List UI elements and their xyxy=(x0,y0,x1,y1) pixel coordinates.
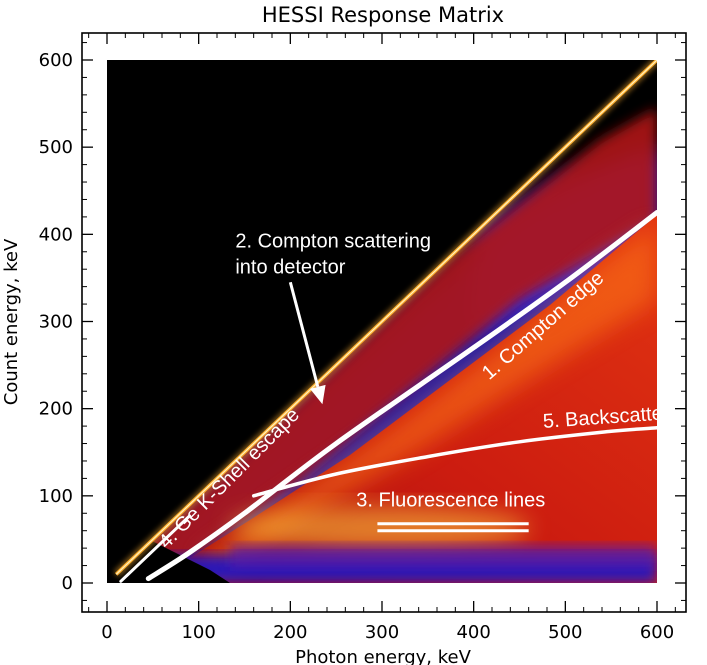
compton-edge-line xyxy=(145,210,657,582)
photopeak-diagonal-core xyxy=(115,60,657,575)
x-axis-label: Photon energy, keV xyxy=(295,647,471,665)
annotation-compton-scattering-1: 2. Compton scattering xyxy=(235,230,431,252)
fluorescence-glow xyxy=(230,506,530,550)
red-band-under-diagonal xyxy=(130,108,657,575)
y-tick-label: 600 xyxy=(39,50,73,71)
ge-escape-line xyxy=(119,514,191,583)
plot-frame xyxy=(81,32,687,613)
compton-continuum xyxy=(150,215,657,583)
annotation-fluorescence: 3. Fluorescence lines xyxy=(356,489,545,511)
x-tick-label: 0 xyxy=(101,622,112,643)
y-axis-label: Count energy, keV xyxy=(1,238,22,405)
chart-title: HESSI Response Matrix xyxy=(262,3,504,27)
y-tick-label: 300 xyxy=(39,312,73,333)
compton-edge-hot-zone xyxy=(200,225,657,575)
y-tick-label: 200 xyxy=(39,399,73,420)
x-tick-label: 200 xyxy=(273,622,307,643)
low-energy-purple-strip xyxy=(230,545,657,567)
x-tick-label: 500 xyxy=(548,622,582,643)
y-tick-label: 400 xyxy=(39,224,73,245)
y-tick-label: 100 xyxy=(39,486,73,507)
x-tick-label: 400 xyxy=(456,622,490,643)
x-tick-label: 600 xyxy=(640,622,674,643)
x-tick-label: 300 xyxy=(365,622,399,643)
annotation-compton-scattering-2: into detector xyxy=(235,257,345,279)
compton-scatter-arrow-head xyxy=(310,384,326,405)
y-tick-label: 500 xyxy=(39,137,73,158)
backscatter-line xyxy=(251,426,657,498)
compton-scatter-arrow-shaft xyxy=(288,281,320,388)
y-tick-label: 0 xyxy=(62,573,73,594)
x-tick-label: 100 xyxy=(181,622,215,643)
